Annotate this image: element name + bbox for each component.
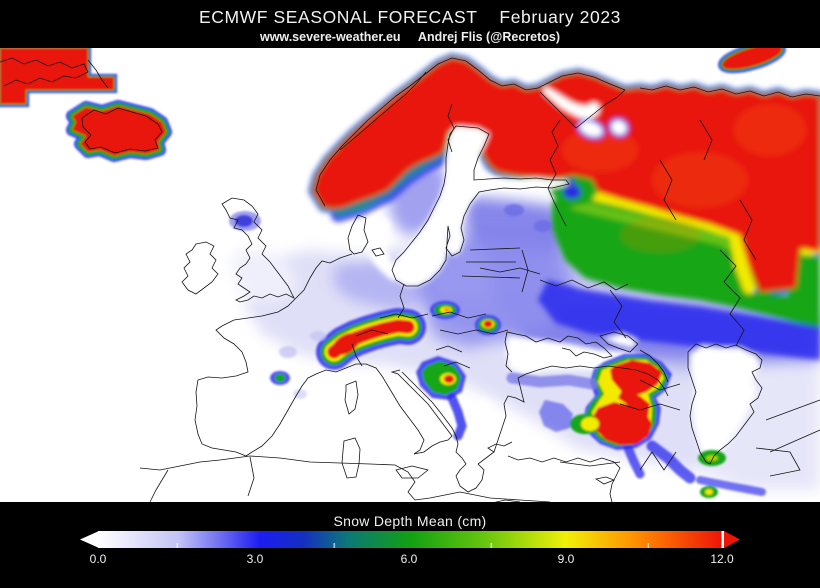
- svg-text:Snow Depth Mean (cm): Snow Depth Mean (cm): [333, 513, 486, 529]
- svg-text:6.0: 6.0: [401, 552, 418, 566]
- svg-text:3.0: 3.0: [247, 552, 264, 566]
- svg-text:0.0: 0.0: [90, 552, 107, 566]
- svg-text:12.0: 12.0: [710, 552, 734, 566]
- svg-text:www.severe-weather.eu Andr: www.severe-weather.eu Andrej Flis (@Recr…: [259, 30, 560, 44]
- svg-text:ECMWF SEASONAL FORECAST Feb: ECMWF SEASONAL FORECAST February 2023: [199, 7, 621, 27]
- svg-text:9.0: 9.0: [558, 552, 575, 566]
